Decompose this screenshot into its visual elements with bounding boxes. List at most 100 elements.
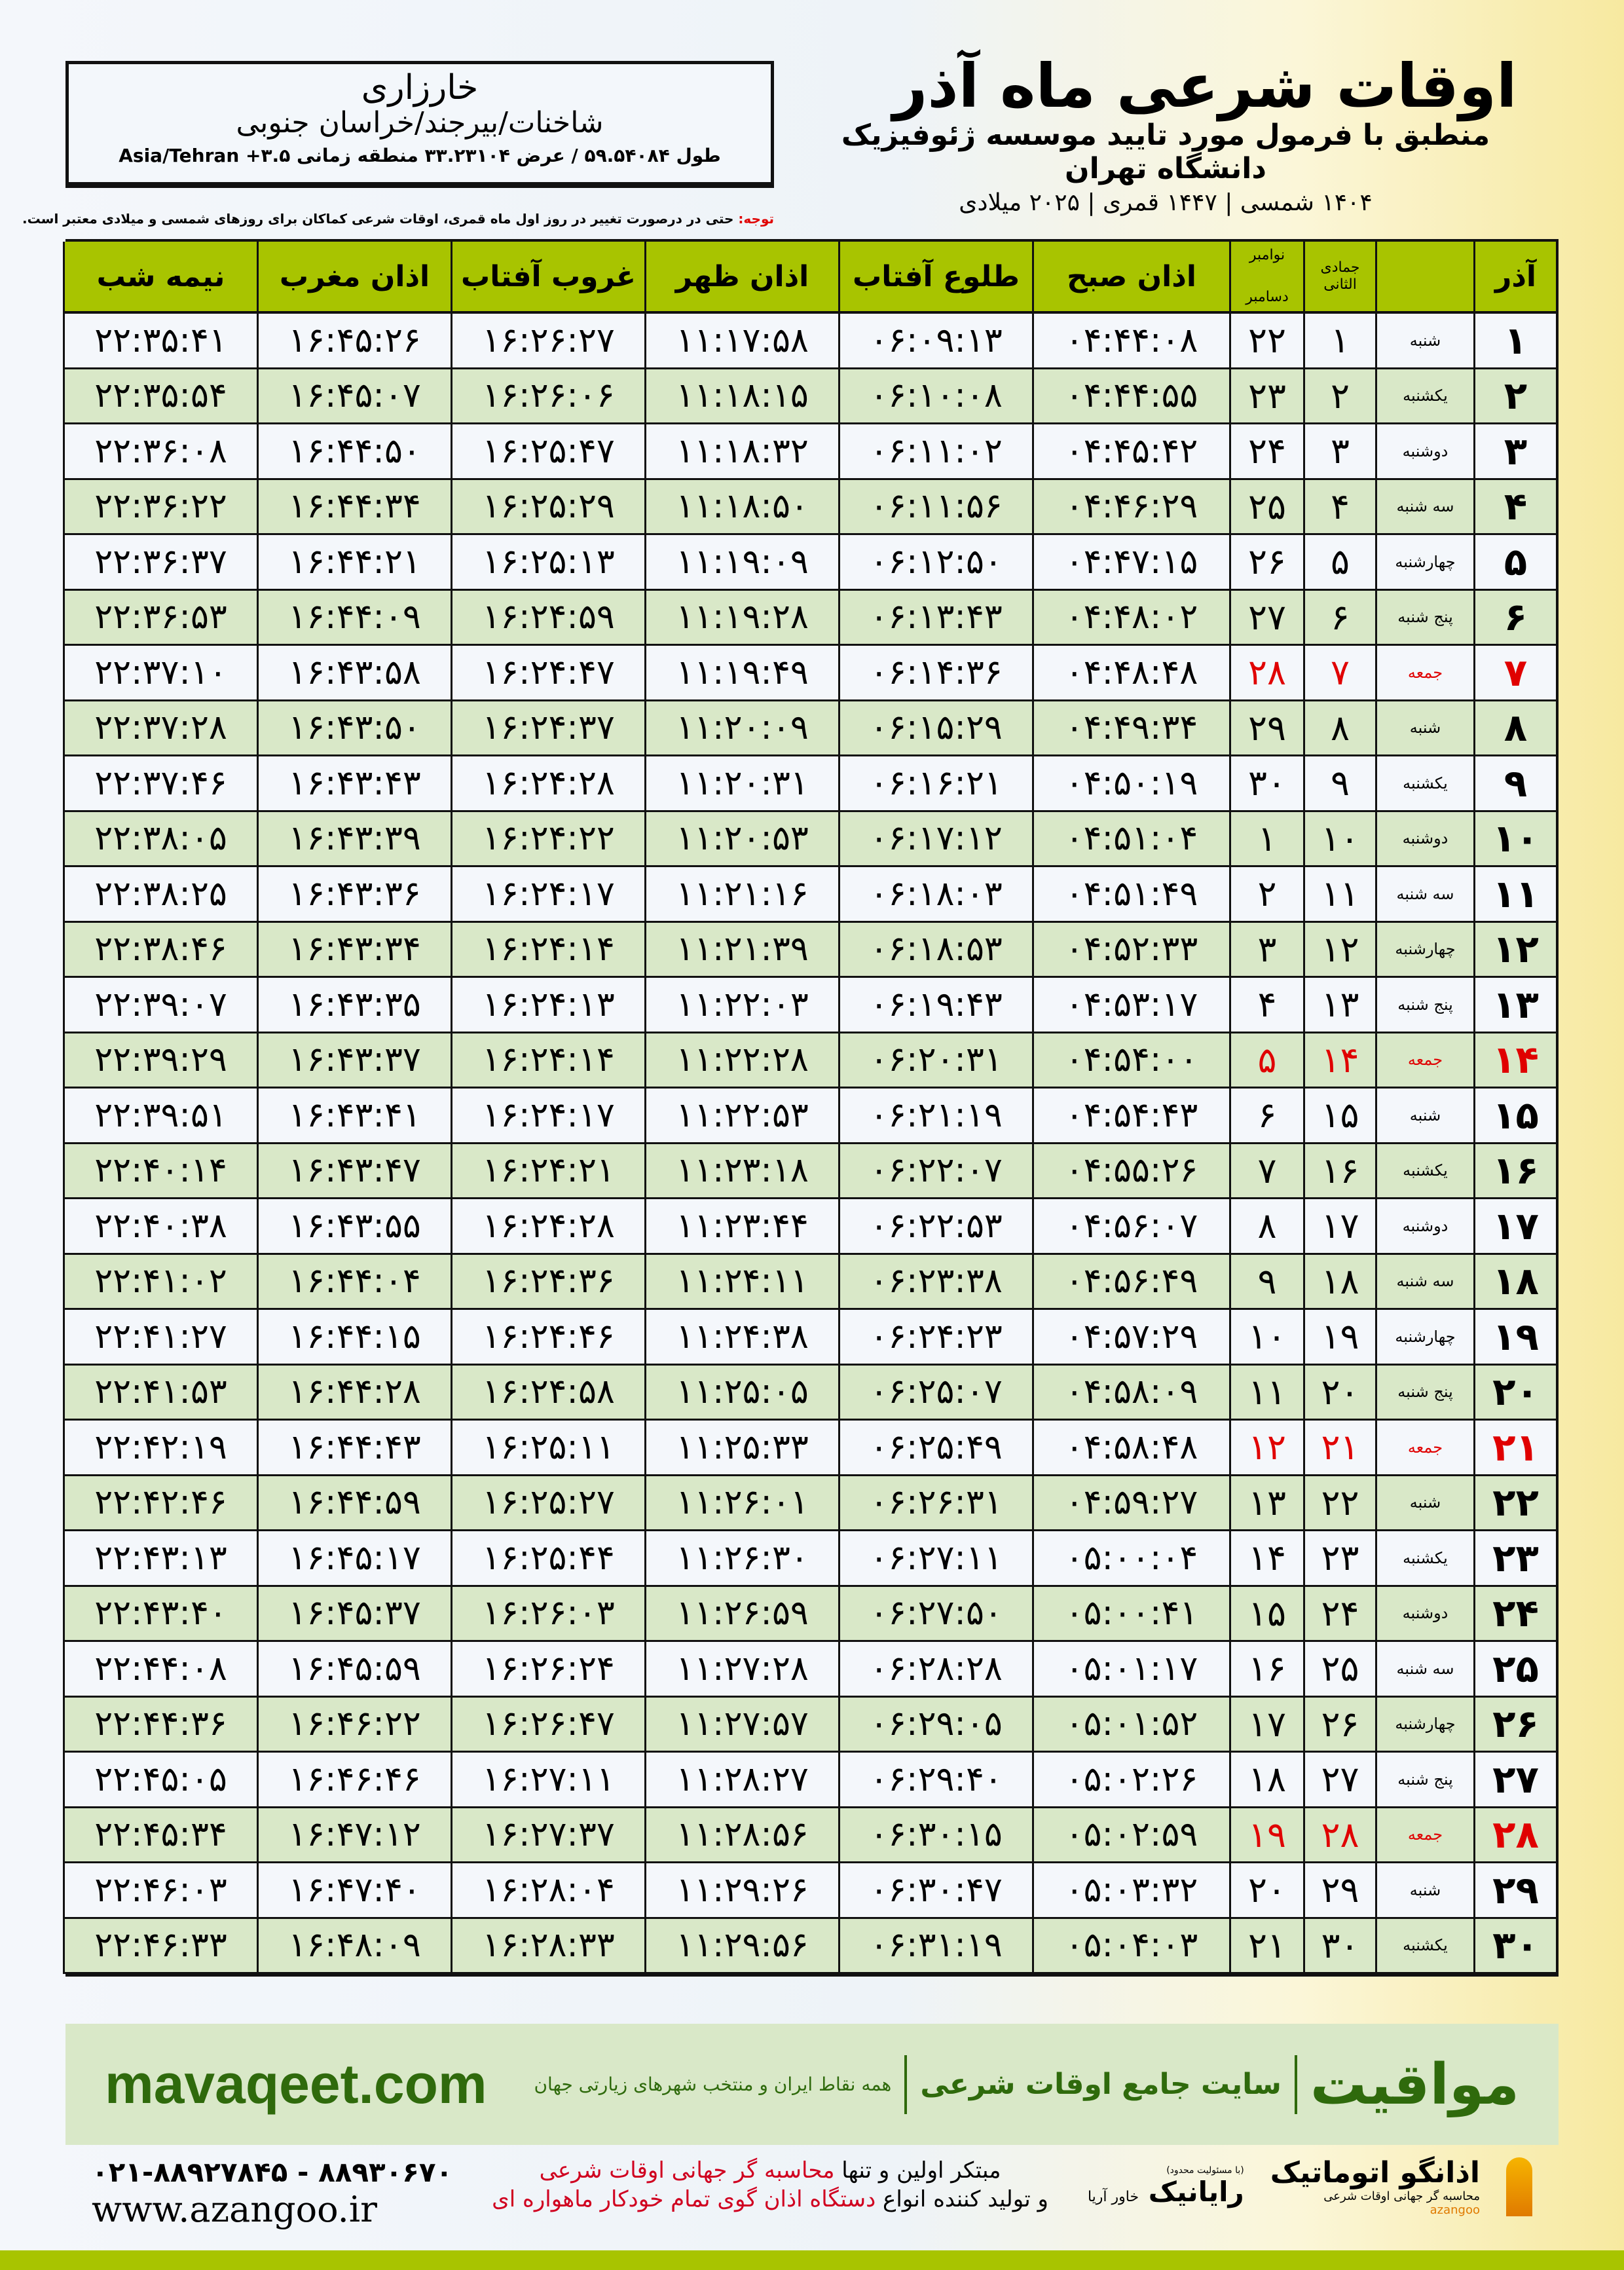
cell-maghreb: ۱۶:۴۴:۲۸ xyxy=(257,1365,451,1421)
cell-nime: ۲۲:۳۹:۰۷ xyxy=(63,978,257,1033)
cell-gregorian: ۸ xyxy=(1229,1199,1303,1255)
cell-weekday: جمعه xyxy=(1375,1033,1473,1088)
cell-maghreb: ۱۶:۴۳:۵۸ xyxy=(257,646,451,701)
cell-ghorub: ۱۶:۲۶:۴۷ xyxy=(451,1697,644,1753)
cell-sobh: ۰۴:۵۴:۴۳ xyxy=(1032,1088,1229,1144)
cell-ghorub: ۱۶:۲۶:۰۳ xyxy=(451,1586,644,1642)
cell-weekday: چهارشنبه xyxy=(1375,922,1473,978)
cell-day: ۹ xyxy=(1473,756,1556,812)
cell-nime: ۲۲:۴۱:۲۷ xyxy=(63,1310,257,1366)
cell-gregorian: ۱۸ xyxy=(1229,1753,1303,1808)
cell-tolu: ۰۶:۲۸:۲۸ xyxy=(838,1642,1032,1698)
brand-tagline: سایت جامع اوقات شرعی xyxy=(920,2068,1282,2101)
cell-sobh: ۰۵:۰۳:۳۲ xyxy=(1032,1863,1229,1919)
cell-tolu: ۰۶:۳۰:۱۵ xyxy=(838,1808,1032,1863)
cell-gregorian: ۱۷ xyxy=(1229,1697,1303,1753)
cell-gregorian: ۱۹ xyxy=(1229,1808,1303,1863)
cell-tolu: ۰۶:۲۷:۵۰ xyxy=(838,1586,1032,1642)
cell-tolu: ۰۶:۱۷:۱۲ xyxy=(838,811,1032,867)
cell-sobh: ۰۵:۰۲:۵۹ xyxy=(1032,1808,1229,1863)
cell-nime: ۲۲:۳۹:۲۹ xyxy=(63,1033,257,1088)
cell-hijri: ۱۴ xyxy=(1303,1033,1375,1088)
cell-hijri: ۲۴ xyxy=(1303,1586,1375,1642)
cell-tolu: ۰۶:۱۰:۰۸ xyxy=(838,369,1032,424)
cell-ghorub: ۱۶:۲۴:۱۷ xyxy=(451,1088,644,1144)
cell-nime: ۲۲:۴۵:۰۵ xyxy=(63,1753,257,1808)
cell-hijri: ۱۷ xyxy=(1303,1199,1375,1255)
cell-zohr: ۱۱:۲۴:۱۱ xyxy=(644,1254,838,1310)
cell-hijri: ۳ xyxy=(1303,424,1375,480)
cell-sobh: ۰۴:۴۶:۲۹ xyxy=(1032,479,1229,535)
city-name: خارزاری xyxy=(361,68,479,107)
cell-gregorian: ۱ xyxy=(1229,811,1303,867)
prayer-times-table: آذر جمادی الثانی نوامبر دسامبر اذان صبح ط… xyxy=(63,239,1559,1977)
cell-zohr: ۱۱:۲۲:۲۸ xyxy=(644,1033,838,1088)
cell-ghorub: ۱۶:۲۴:۱۳ xyxy=(451,978,644,1033)
cell-day: ۱۷ xyxy=(1473,1199,1556,1255)
bottom-bar xyxy=(0,2250,1624,2270)
cell-hijri: ۱۰ xyxy=(1303,811,1375,867)
cell-gregorian: ۲۴ xyxy=(1229,424,1303,480)
cell-day: ۳۰ xyxy=(1473,1918,1556,1974)
cell-tolu: ۰۶:۱۹:۴۳ xyxy=(838,978,1032,1033)
cell-gregorian: ۲۷ xyxy=(1229,590,1303,646)
website-link[interactable]: www.azangoo.ir xyxy=(92,2189,377,2231)
cell-maghreb: ۱۶:۴۳:۳۶ xyxy=(257,867,451,923)
cell-zohr: ۱۱:۲۵:۰۵ xyxy=(644,1365,838,1421)
cell-hijri: ۱۹ xyxy=(1303,1310,1375,1366)
cell-ghorub: ۱۶:۲۶:۰۶ xyxy=(451,369,644,424)
cell-maghreb: ۱۶:۴۳:۴۱ xyxy=(257,1088,451,1144)
cell-ghorub: ۱۶:۲۵:۱۱ xyxy=(451,1421,644,1476)
cell-maghreb: ۱۶:۴۴:۰۴ xyxy=(257,1254,451,1310)
cell-zohr: ۱۱:۲۱:۱۶ xyxy=(644,867,838,923)
cell-weekday: دوشنبه xyxy=(1375,424,1473,480)
header-weekday xyxy=(1375,242,1473,314)
cell-nime: ۲۲:۴۲:۴۶ xyxy=(63,1476,257,1531)
cell-sobh: ۰۵:۰۰:۰۴ xyxy=(1032,1531,1229,1587)
cell-weekday: سه شنبه xyxy=(1375,867,1473,923)
azangoo-logo: اذانگو اتوماتیک محاسبه گر جهانی اوقات شرع… xyxy=(1270,2156,1480,2217)
cell-hijri: ۲۸ xyxy=(1303,1808,1375,1863)
cell-tolu: ۰۶:۲۹:۴۰ xyxy=(838,1753,1032,1808)
cell-hijri: ۲۷ xyxy=(1303,1753,1375,1808)
cell-sobh: ۰۴:۵۴:۰۰ xyxy=(1032,1033,1229,1088)
phone-numbers: ۰۲۱-۸۸۹۲۷۸۴۵ - ۸۸۹۳۰۶۷۰ xyxy=(92,2156,453,2188)
cell-sobh: ۰۴:۴۵:۴۲ xyxy=(1032,424,1229,480)
cell-sobh: ۰۴:۴۹:۳۴ xyxy=(1032,701,1229,756)
azangoo-name: اذانگو اتوماتیک xyxy=(1270,2156,1480,2189)
cell-maghreb: ۱۶:۴۵:۵۹ xyxy=(257,1642,451,1698)
cell-maghreb: ۱۶:۴۴:۵۹ xyxy=(257,1476,451,1531)
cell-gregorian: ۱۲ xyxy=(1229,1421,1303,1476)
cell-day: ۱۲ xyxy=(1473,922,1556,978)
cell-zohr: ۱۱:۱۸:۳۲ xyxy=(644,424,838,480)
cell-day: ۶ xyxy=(1473,590,1556,646)
cell-sobh: ۰۴:۴۴:۰۸ xyxy=(1032,314,1229,369)
cell-maghreb: ۱۶:۴۳:۳۵ xyxy=(257,978,451,1033)
cell-maghreb: ۱۶:۴۵:۱۷ xyxy=(257,1531,451,1587)
cell-tolu: ۰۶:۱۲:۵۰ xyxy=(838,535,1032,591)
cell-zohr: ۱۱:۲۸:۵۶ xyxy=(644,1808,838,1863)
cell-ghorub: ۱۶:۲۶:۲۴ xyxy=(451,1642,644,1698)
cell-zohr: ۱۱:۱۸:۱۵ xyxy=(644,369,838,424)
cell-day: ۲۷ xyxy=(1473,1753,1556,1808)
cell-nime: ۲۲:۴۴:۰۸ xyxy=(63,1642,257,1698)
cell-gregorian: ۷ xyxy=(1229,1144,1303,1199)
header-sobh: اذان صبح xyxy=(1032,242,1229,314)
cell-zohr: ۱۱:۲۳:۱۸ xyxy=(644,1144,838,1199)
cell-sobh: ۰۵:۰۴:۰۳ xyxy=(1032,1918,1229,1974)
cell-zohr: ۱۱:۲۱:۳۹ xyxy=(644,922,838,978)
cell-ghorub: ۱۶:۲۴:۲۲ xyxy=(451,811,644,867)
azangoo-mosque-icon xyxy=(1506,2157,1532,2216)
cell-day: ۱۸ xyxy=(1473,1254,1556,1310)
site-link[interactable]: mavaqeet.com xyxy=(105,2053,487,2115)
cell-nime: ۲۲:۳۶:۵۳ xyxy=(63,590,257,646)
brand: مواقیت سایت جامع اوقات شرعی همه نقاط ایر… xyxy=(534,2052,1519,2117)
cell-ghorub: ۱۶:۲۶:۲۷ xyxy=(451,314,644,369)
cell-maghreb: ۱۶:۴۵:۳۷ xyxy=(257,1586,451,1642)
cell-day: ۱۱ xyxy=(1473,867,1556,923)
header-gregorian: نوامبر دسامبر xyxy=(1229,242,1303,314)
cell-weekday: جمعه xyxy=(1375,646,1473,701)
cell-ghorub: ۱۶:۲۴:۲۱ xyxy=(451,1144,644,1199)
cell-hijri: ۲۲ xyxy=(1303,1476,1375,1531)
cell-day: ۲ xyxy=(1473,369,1556,424)
